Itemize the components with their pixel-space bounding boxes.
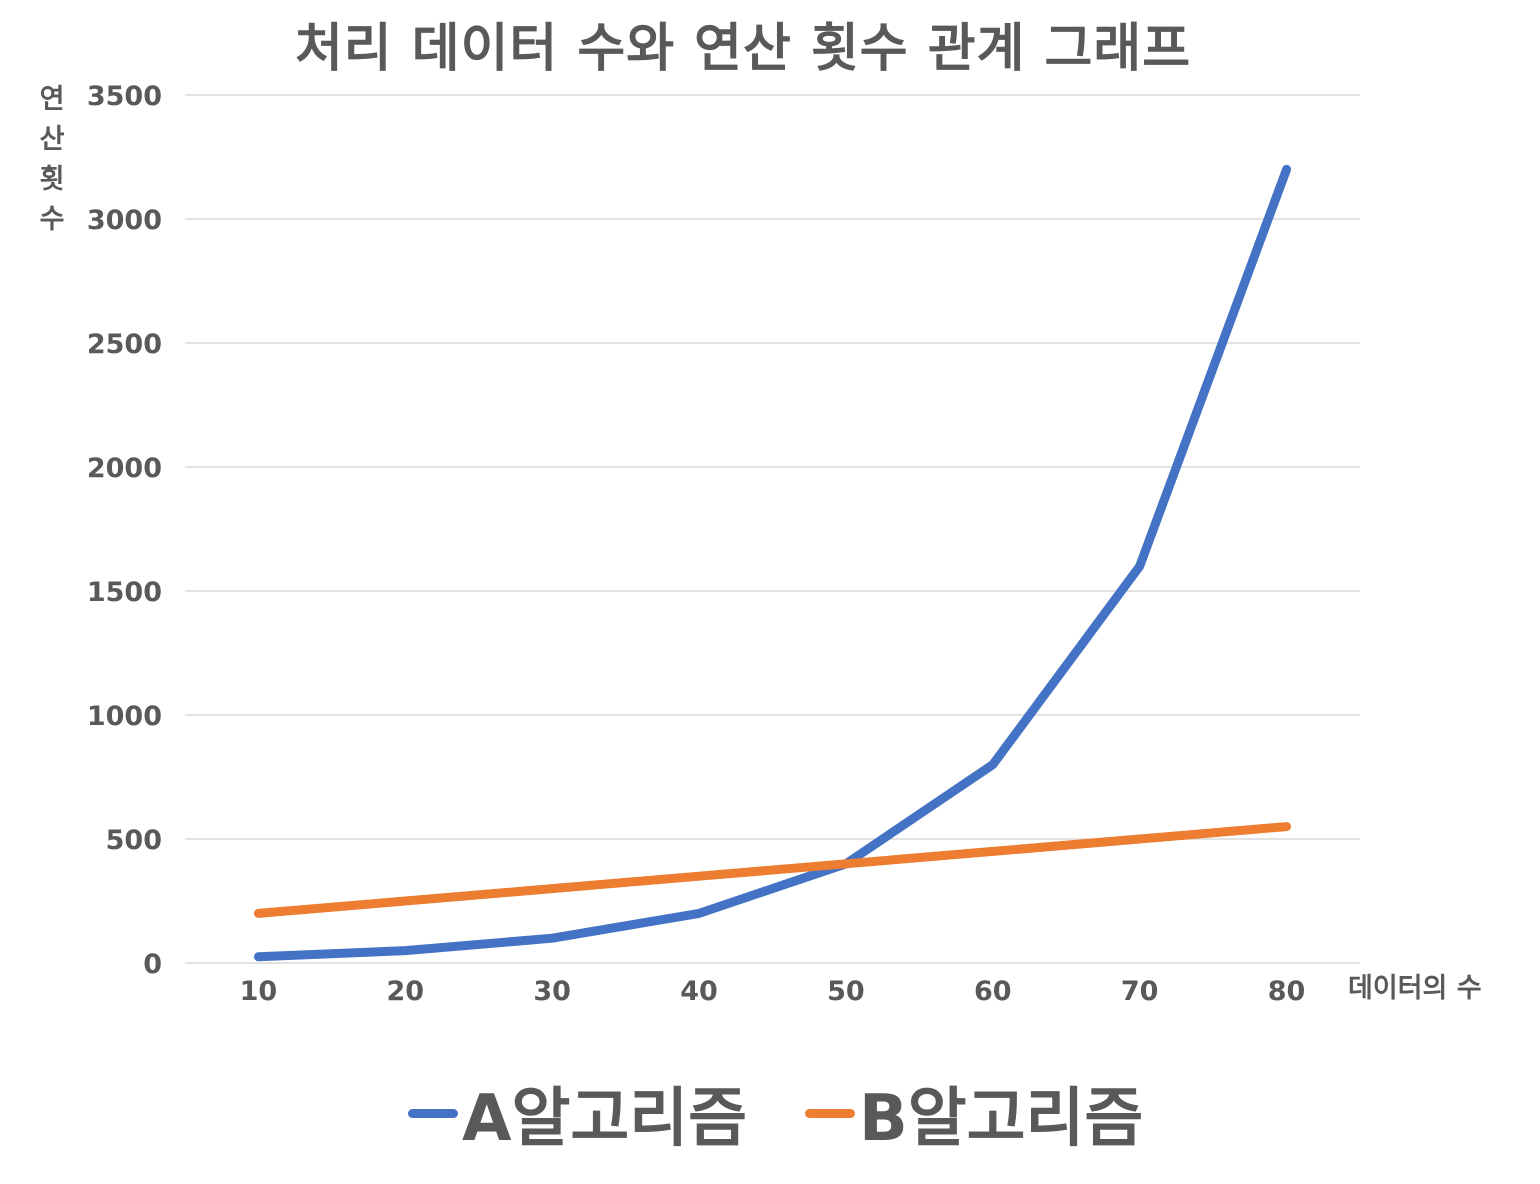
legend-item-b[interactable]: B알고리즘 (805, 1068, 1143, 1158)
x-tick-label: 30 (533, 976, 571, 1007)
x-tick-label: 70 (1121, 976, 1159, 1007)
chart-title: 처리 데이터 수와 연산 횟수 관계 그래프 (294, 19, 1192, 79)
y-tick-label: 1500 (87, 577, 162, 608)
legend-label-a: A알고리즘 (462, 1082, 748, 1156)
data-point (255, 910, 262, 917)
data-point (989, 761, 996, 768)
legend: A알고리즘 B알고리즘 (0, 1068, 1540, 1158)
series-line-a[interactable] (253, 164, 1292, 962)
data-point (549, 935, 556, 942)
x-tick-labels: 10 20 30 40 50 60 70 80 (240, 976, 1306, 1007)
y-tick-label: 500 (106, 825, 162, 856)
x-tick-label: 10 (240, 976, 278, 1007)
line-chart: 0 500 1000 1500 2000 2500 3000 3500 10 20 30 40 50 6… (87, 81, 1482, 1007)
x-tick-label: 50 (827, 976, 865, 1007)
data-point (1136, 563, 1143, 570)
data-point (696, 910, 703, 917)
data-point (696, 873, 703, 880)
legend-label-b: B알고리즘 (859, 1082, 1144, 1156)
y-tick-label: 3500 (87, 81, 162, 112)
y-tick-labels: 0 500 1000 1500 2000 2500 3000 3500 (87, 81, 162, 980)
data-point (402, 898, 409, 904)
data-point (402, 947, 409, 954)
y-tick-label: 1000 (87, 701, 162, 732)
gridlines (185, 94, 1360, 964)
x-tick-label: 40 (680, 976, 718, 1007)
legend-item-a[interactable]: A알고리즘 (408, 1068, 747, 1158)
x-tick-label: 80 (1268, 976, 1306, 1007)
y-tick-label: 2500 (87, 329, 162, 360)
data-point (1136, 836, 1143, 842)
y-tick-label: 3000 (87, 205, 162, 236)
x-axis-title: 데이터의 수 (1348, 973, 1482, 1004)
data-point (1283, 166, 1290, 173)
series-lines (253, 164, 1292, 962)
x-tick-label: 60 (974, 976, 1012, 1007)
y-axis-title: 연산 횟수 (39, 84, 65, 235)
legend-swatch-b (805, 1108, 855, 1118)
data-point (255, 953, 262, 960)
series-line-b[interactable] (253, 822, 1292, 918)
data-point (1283, 823, 1290, 830)
data-point (549, 885, 556, 892)
legend-swatch-a (408, 1108, 458, 1118)
data-point (989, 848, 996, 855)
y-tick-label: 2000 (87, 453, 162, 484)
y-tick-label: 0 (143, 949, 162, 980)
x-tick-label: 20 (387, 976, 425, 1007)
data-point (842, 860, 849, 867)
